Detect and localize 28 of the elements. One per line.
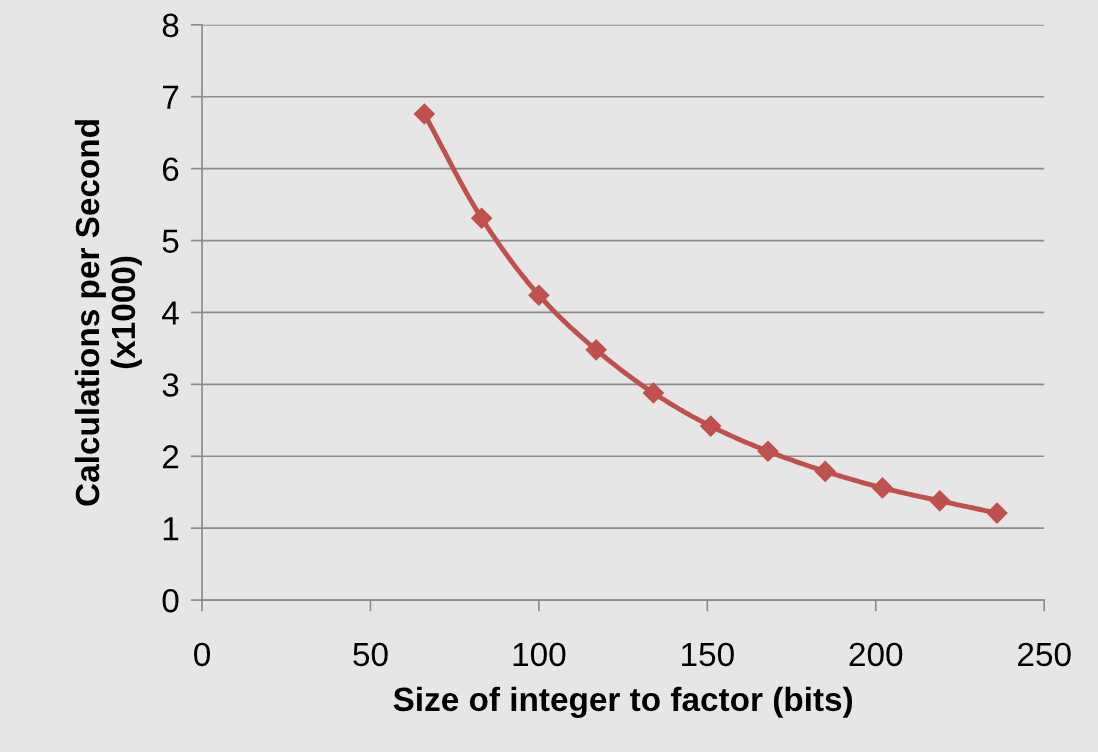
- y-tick-label: 4: [162, 301, 179, 325]
- point: [871, 477, 894, 499]
- point: [528, 284, 550, 306]
- point: [642, 382, 664, 404]
- y-tick-label: 1: [163, 517, 179, 541]
- point: [986, 502, 1008, 524]
- y-tick-label: 7: [162, 85, 179, 109]
- y-tick-label: 0: [162, 588, 179, 613]
- y-tick-label: 6: [162, 157, 179, 182]
- x-axis-title: Size of integer to factor (bits): [393, 686, 853, 718]
- x-tick-label: 150: [682, 642, 734, 667]
- x-tick-label: 200: [849, 642, 903, 667]
- point: [757, 440, 779, 462]
- point: [700, 415, 722, 437]
- y-tick-label: 8: [162, 13, 179, 38]
- point: [413, 103, 435, 125]
- y-tick-label: 5: [162, 229, 179, 253]
- point: [585, 339, 607, 361]
- x-tick-label: 250: [1018, 642, 1071, 667]
- y-tick-label: 3: [162, 373, 179, 397]
- point: [929, 490, 951, 512]
- y-tick-label: 2: [162, 445, 179, 469]
- x-tick-label: 50: [353, 642, 388, 667]
- point: [814, 460, 836, 482]
- y-axis-title: Calculations per Second (x1000): [74, 120, 142, 506]
- x-tick-label: 100: [513, 642, 566, 667]
- x-tick-label: 0: [194, 642, 210, 667]
- point: [471, 207, 493, 229]
